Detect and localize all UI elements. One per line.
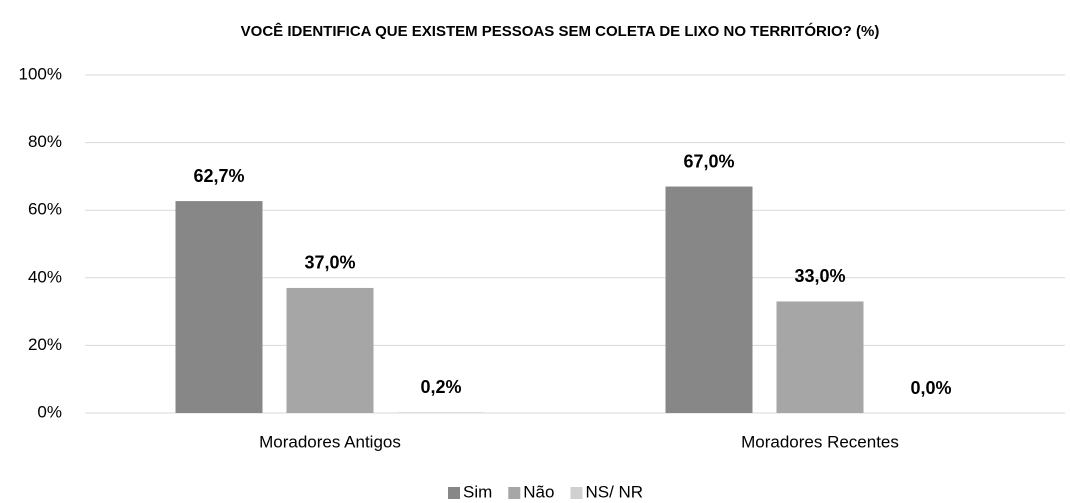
y-tick-label: 60% — [28, 200, 62, 219]
value-label: 0,0% — [910, 378, 951, 398]
y-tick-label: 100% — [19, 64, 62, 83]
bar — [175, 201, 263, 413]
y-tick-label: 0% — [37, 402, 62, 421]
bar — [397, 412, 485, 413]
y-tick-label: 80% — [28, 132, 62, 151]
legend-label: Sim — [463, 482, 492, 501]
bar — [776, 301, 864, 413]
legend-label: Não — [523, 482, 554, 501]
y-tick-label: 20% — [28, 335, 62, 354]
x-tick-label: Moradores Antigos — [259, 432, 401, 451]
y-tick-label: 40% — [28, 267, 62, 286]
legend-swatch — [448, 487, 460, 499]
value-label: 67,0% — [683, 151, 734, 171]
x-tick-label: Moradores Recentes — [741, 432, 899, 451]
bar — [665, 186, 753, 413]
value-label: 0,2% — [420, 377, 461, 397]
value-label: 37,0% — [304, 253, 355, 273]
bar — [286, 287, 374, 413]
legend-swatch — [570, 487, 583, 499]
value-label: 33,0% — [794, 266, 845, 286]
value-label: 62,7% — [193, 166, 244, 186]
legend-swatch — [508, 487, 521, 499]
chart-title: VOCÊ IDENTIFICA QUE EXISTEM PESSOAS SEM … — [241, 22, 880, 40]
legend-label: NS/ NR — [585, 482, 643, 501]
